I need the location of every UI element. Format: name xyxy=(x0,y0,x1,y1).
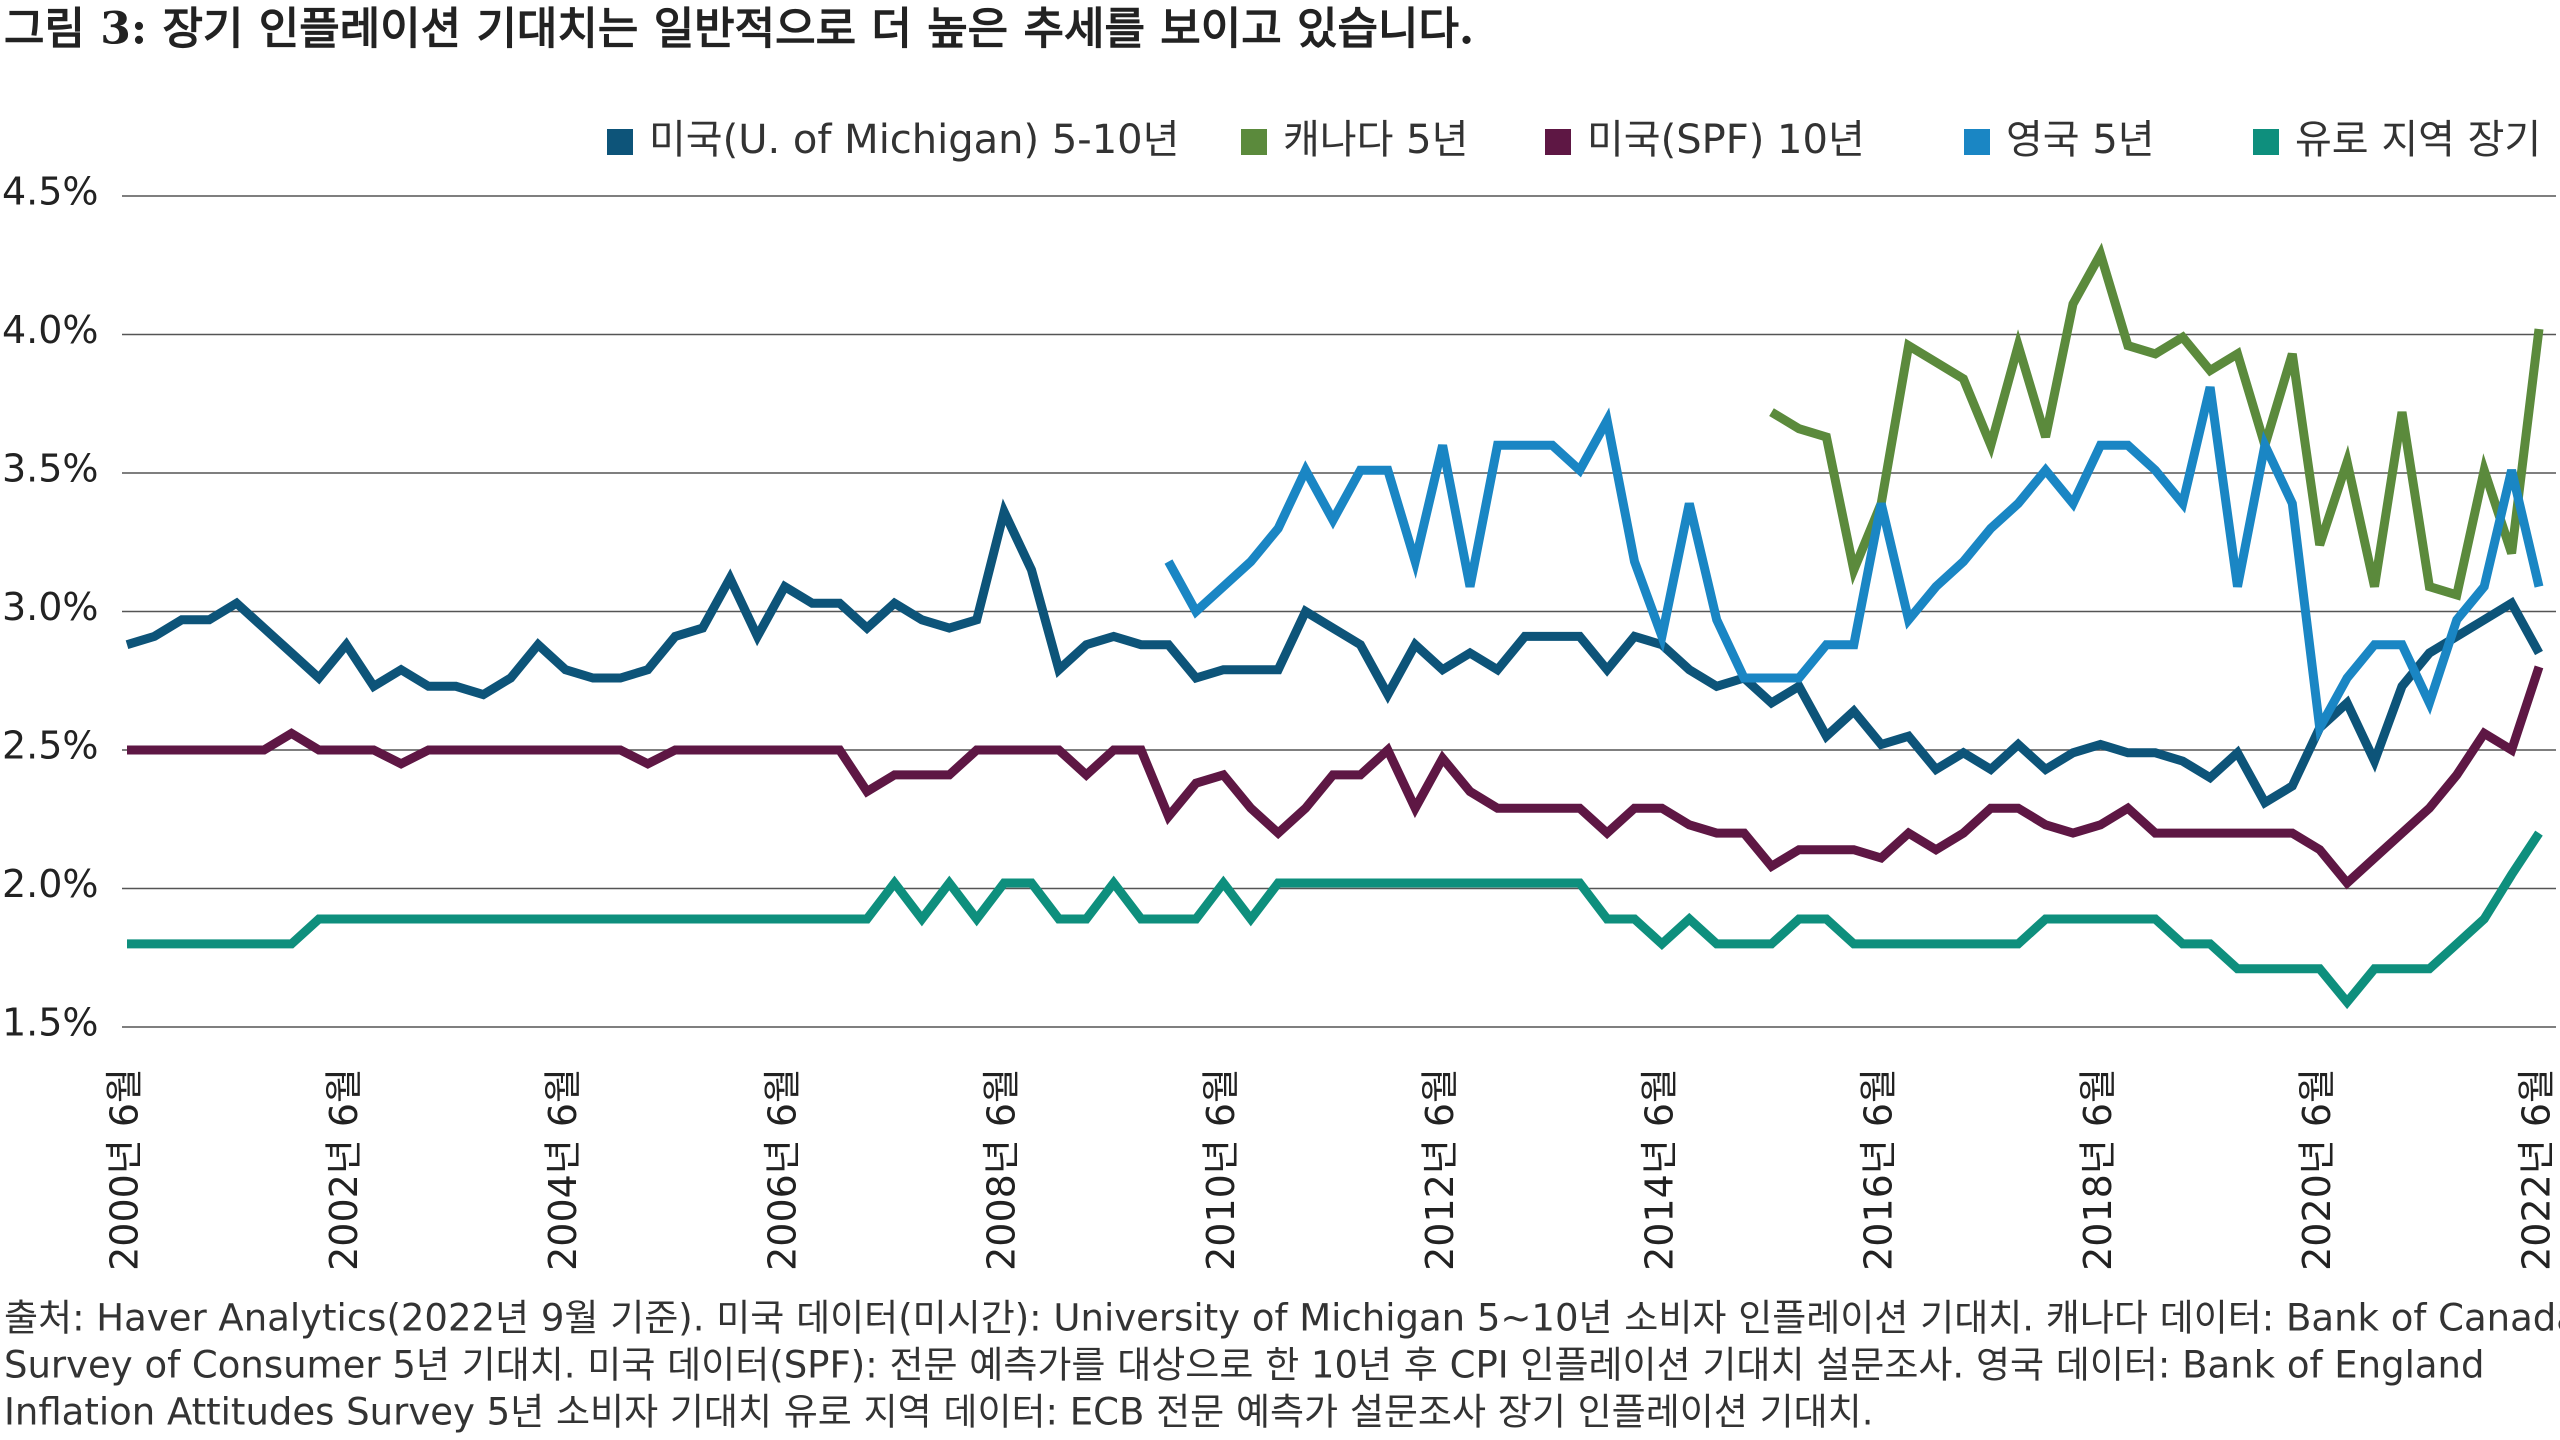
legend-swatch xyxy=(1545,129,1571,155)
legend-label: 캐나다 5년 xyxy=(1283,117,1468,163)
x-tick-label: 2018년 6월 xyxy=(2076,1068,2120,1271)
series-line xyxy=(1769,242,2544,601)
y-tick-label: 3.0% xyxy=(2,585,99,629)
x-tick-label: 2004년 6월 xyxy=(541,1068,585,1271)
y-tick-label: 2.5% xyxy=(2,724,99,768)
source-note: Inflation Attitudes Survey 5년 소비자 기대치 유로… xyxy=(4,1391,1873,1434)
y-tick-label: 3.5% xyxy=(2,447,99,491)
x-tick-label: 2010년 6월 xyxy=(1199,1068,1243,1271)
legend-swatch xyxy=(2253,129,2279,155)
legend-label: 영국 5년 xyxy=(2006,117,2155,163)
series-line xyxy=(1164,386,2544,743)
source-note: Survey of Consumer 5년 기대치. 미국 데이터(SPF): … xyxy=(4,1344,2484,1387)
legend-swatch xyxy=(1241,129,1267,155)
series-line xyxy=(127,830,2543,1010)
x-tick-label: 2022년 6월 xyxy=(2515,1068,2559,1271)
y-tick-label: 2.0% xyxy=(2,862,99,906)
x-tick-label: 2000년 6월 xyxy=(103,1068,147,1271)
source-note: 출처: Haver Analytics(2022년 9월 기준). 미국 데이터… xyxy=(4,1297,2560,1340)
y-tick-label: 4.0% xyxy=(2,308,99,352)
x-tick-label: 2016년 6월 xyxy=(1857,1068,1901,1271)
chart-title: 그림 3: 장기 인플레이션 기대치는 일반적으로 더 높은 추세를 보이고 있… xyxy=(4,4,1474,55)
series-line xyxy=(125,498,2543,809)
legend-label: 유로 지역 장기 xyxy=(2295,117,2541,163)
legend-label: 미국(SPF) 10년 xyxy=(1587,117,1865,163)
x-tick-label: 2012년 6월 xyxy=(1418,1068,1462,1271)
x-tick-label: 2008년 6월 xyxy=(980,1068,1024,1271)
x-tick-label: 2014년 6월 xyxy=(1637,1068,1681,1271)
x-tick-label: 2006년 6월 xyxy=(760,1068,804,1271)
x-tick-label: 2020년 6월 xyxy=(2295,1068,2339,1271)
y-tick-label: 1.5% xyxy=(2,1001,99,1045)
legend-label: 미국(U. of Michigan) 5-10년 xyxy=(649,117,1179,163)
legend-swatch xyxy=(1964,129,1990,155)
legend-swatch xyxy=(607,129,633,155)
y-tick-label: 4.5% xyxy=(2,170,99,214)
x-tick-label: 2002년 6월 xyxy=(322,1068,366,1271)
series-line xyxy=(127,665,2544,890)
